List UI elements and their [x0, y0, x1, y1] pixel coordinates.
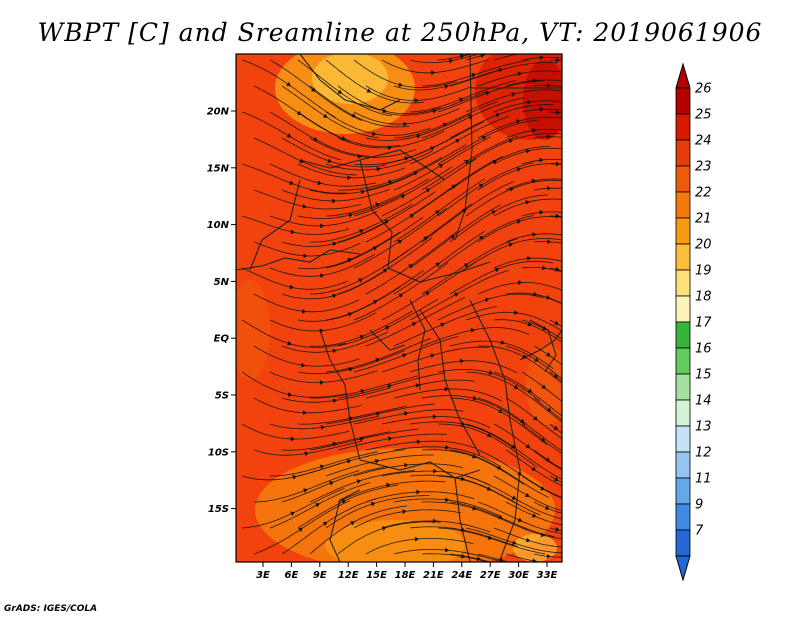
colorbar-swatch	[675, 477, 691, 505]
lon-tick: 15E	[366, 562, 387, 581]
colorbar-label: 26	[695, 82, 712, 97]
lat-label: 5N	[214, 277, 230, 288]
lon-label: 18E	[395, 570, 416, 581]
lat-label: 20N	[207, 107, 230, 118]
lat-tick: 5N	[214, 277, 236, 288]
colorbar-swatch	[675, 243, 691, 271]
lat-label: 10S	[208, 447, 229, 458]
colorbar-label: 9	[695, 498, 703, 513]
colorbar-label: 17	[695, 316, 712, 331]
colorbar-label: 13	[695, 420, 712, 435]
colorbar-swatch	[675, 529, 691, 557]
grads-credit: GrADS: IGES/COLA	[4, 604, 98, 614]
colorbar-swatch	[675, 425, 691, 453]
lat-tick: 10S	[208, 447, 236, 458]
lat-label: EQ	[214, 334, 230, 345]
lon-tick: 33E	[537, 562, 558, 581]
map-frame	[235, 53, 563, 563]
colorbar-bottom-arrow	[675, 555, 691, 582]
colorbar: 26 25 24 23 22 21 20 19 18 17 16 15 14 13 12 11 9 7	[675, 62, 712, 582]
colorbar-label: 22	[695, 186, 712, 201]
lon-tick: 30E	[508, 562, 529, 581]
colorbar-swatch	[675, 373, 691, 401]
colorbar-swatch	[675, 347, 691, 375]
temperature-shading	[236, 54, 562, 562]
lon-label: 15E	[366, 570, 387, 581]
colorbar-label: 25	[695, 108, 712, 123]
lat-tick: EQ	[214, 334, 236, 345]
colorbar-label: 19	[695, 264, 712, 279]
lat-label: 15N	[207, 163, 230, 174]
colorbar-swatch	[675, 113, 691, 141]
lon-tick: 3E	[256, 562, 270, 581]
colorbar-label: 14	[695, 394, 712, 409]
chart-title: WBPT [C] and Sreamline at 250hPa, VT: 20…	[37, 18, 763, 47]
lon-tick: 27E	[480, 562, 501, 581]
colorbar-label: 15	[695, 368, 712, 383]
colorbar-swatch	[675, 191, 691, 219]
colorbar-label: 20	[695, 238, 712, 253]
lon-tick: 21E	[423, 562, 444, 581]
lon-label: 21E	[423, 570, 444, 581]
colorbar-top-arrow	[675, 62, 691, 89]
colorbar-label: 23	[695, 160, 712, 175]
lon-tick: 6E	[285, 562, 299, 581]
colorbar-swatch	[675, 399, 691, 427]
lon-label: 3E	[256, 570, 270, 581]
lon-tick: 24E	[451, 562, 472, 581]
lat-tick: 20N	[207, 107, 236, 118]
colorbar-label: 21	[695, 212, 712, 227]
lon-label: 6E	[285, 570, 299, 581]
colorbar-label: 24	[695, 134, 712, 149]
colorbar-label: 12	[695, 446, 712, 461]
lat-tick: 15S	[208, 504, 236, 515]
lon-label: 12E	[338, 570, 359, 581]
streamlines	[241, 54, 562, 562]
lon-label: 27E	[480, 570, 501, 581]
colorbar-swatch	[675, 503, 691, 531]
lon-label: 24E	[451, 570, 472, 581]
lat-label: 10N	[207, 220, 230, 231]
colorbar-label: 7	[695, 524, 704, 539]
colorbar-swatch	[675, 321, 691, 349]
lon-label: 33E	[537, 570, 558, 581]
map-panel: 20N 15N 10N 5N EQ 5S 10S 15S 3E 6E 9E 12E 15E 18E 21E…	[207, 53, 563, 581]
colorbar-label: 16	[695, 342, 712, 357]
colorbar-swatch	[675, 165, 691, 193]
lon-label: 30E	[508, 570, 529, 581]
colorbar-swatch	[675, 451, 691, 479]
lat-label: 15S	[208, 504, 229, 515]
lat-tick: 10N	[207, 220, 236, 231]
longitude-axis: 3E 6E 9E 12E 15E 18E 21E 24E 27E 30E 33E	[256, 562, 558, 581]
lon-label: 9E	[313, 570, 327, 581]
lon-tick: 12E	[338, 562, 359, 581]
lon-tick: 9E	[313, 562, 327, 581]
colorbar-label: 18	[695, 290, 712, 305]
lat-label: 5S	[215, 391, 229, 402]
colorbar-swatch	[675, 87, 691, 115]
lon-tick: 18E	[395, 562, 416, 581]
colorbar-swatch	[675, 269, 691, 297]
colorbar-swatch	[675, 139, 691, 167]
lat-tick: 15N	[207, 163, 236, 174]
latitude-axis: 20N 15N 10N 5N EQ 5S 10S 15S	[207, 107, 236, 515]
lat-tick: 5S	[215, 391, 236, 402]
colorbar-label: 11	[695, 472, 712, 487]
colorbar-swatch	[675, 295, 691, 323]
colorbar-swatch	[675, 217, 691, 245]
